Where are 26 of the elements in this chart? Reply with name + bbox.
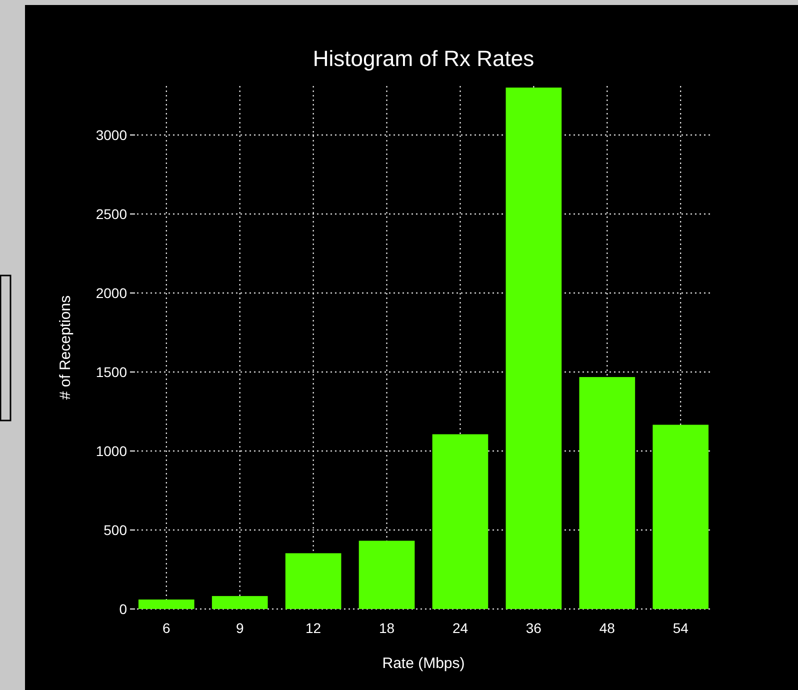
x-axis-title: Rate (Mbps) [382,655,465,672]
y-tick-label: 3000 [96,126,128,143]
y-tick-label: 2000 [96,284,128,301]
x-tick-label: 18 [378,620,395,636]
x-tick-label: 36 [526,620,542,636]
bar [432,434,488,609]
bar [285,553,342,609]
bar [506,88,562,609]
x-tick-label: 48 [599,620,616,636]
x-tick-label: 6 [162,620,170,636]
x-tick-label: 24 [452,620,468,636]
y-tick-label: 1500 [96,364,128,380]
y-tick-label: 0 [119,600,128,617]
bar [138,600,194,609]
y-tick-label: 1000 [96,442,128,459]
x-tick-label: 9 [236,620,244,636]
bar [358,540,415,609]
x-tick-label: 54 [672,620,689,636]
y-tick-label: 500 [104,522,128,538]
bar [652,424,709,609]
bar [579,377,636,609]
x-tick-label: 12 [306,620,322,636]
y-tick-label: 2500 [96,206,128,222]
chart-title: Histogram of Rx Rates [312,46,534,71]
y-axis-title: # of Receptions [57,295,74,400]
bar [212,596,268,609]
